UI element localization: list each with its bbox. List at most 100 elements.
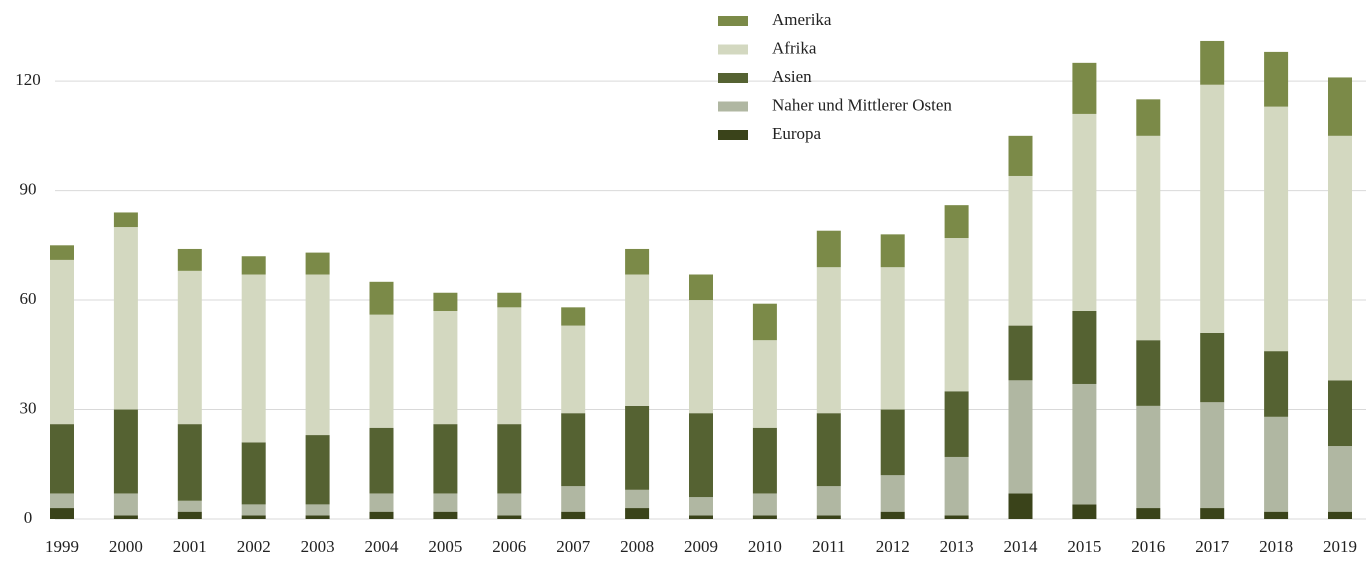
- x-tick-label: 1999: [45, 537, 79, 556]
- bar-segment: [880, 267, 905, 410]
- bar-segment: [625, 508, 650, 519]
- legend-swatch: [718, 130, 748, 140]
- bar-segment: [50, 508, 74, 519]
- bar-segment: [177, 248, 202, 271]
- bar-segment: [1264, 416, 1289, 512]
- bar-segment: [305, 504, 330, 516]
- x-tick-label: 2005: [428, 537, 462, 556]
- bar-segment: [369, 493, 394, 512]
- x-tick-label: 2001: [173, 537, 207, 556]
- x-tick-label: 2016: [1131, 537, 1165, 556]
- x-tick-label: 2014: [1004, 537, 1039, 556]
- bar-segment: [1072, 383, 1097, 505]
- bar-segment: [497, 493, 522, 516]
- x-tick-label: 2012: [876, 537, 910, 556]
- x-tick-label: 2007: [556, 537, 591, 556]
- x-tick-label: 2019: [1323, 537, 1357, 556]
- bar-segment: [752, 340, 777, 428]
- bar-segment: [1136, 135, 1161, 341]
- bar-segment: [1328, 446, 1352, 512]
- bar-segment: [816, 267, 841, 414]
- x-tick-label: 2010: [748, 537, 782, 556]
- bar-segment: [1264, 51, 1289, 107]
- bar-segment: [625, 274, 650, 406]
- bar-segment: [880, 409, 905, 476]
- bar-segment: [816, 486, 841, 516]
- bar-segment: [752, 303, 777, 341]
- bar-segment: [1328, 77, 1352, 136]
- bar-segment: [689, 274, 713, 301]
- bar-segment: [1008, 325, 1033, 381]
- bar-segment: [369, 281, 394, 315]
- bar-segment: [177, 500, 202, 512]
- legend-label: Amerika: [772, 10, 832, 29]
- bar-segment: [305, 252, 330, 275]
- bar-segment: [113, 493, 138, 516]
- bar-segment: [1200, 84, 1225, 333]
- bar-segment: [1328, 135, 1352, 381]
- bar-segment: [816, 230, 841, 268]
- bar-segment: [561, 325, 586, 414]
- bar-segment: [1328, 380, 1352, 447]
- bar-segment: [50, 424, 74, 494]
- bar-segment: [752, 427, 777, 494]
- bar-segment: [241, 504, 266, 516]
- bar-segment: [752, 493, 777, 516]
- bar-segment: [1328, 511, 1352, 519]
- bar-segment: [433, 310, 458, 425]
- bar-segment: [880, 234, 905, 268]
- bar-segment: [1136, 99, 1161, 136]
- x-tick-label: 2018: [1259, 537, 1293, 556]
- bar-segment: [1264, 511, 1289, 519]
- bar-segment: [113, 409, 138, 494]
- x-tick-label: 2011: [812, 537, 845, 556]
- bar-segment: [944, 456, 969, 516]
- x-tick-label: 2008: [620, 537, 654, 556]
- bar-segment: [1200, 332, 1225, 403]
- bar-segment: [433, 292, 458, 311]
- bar-segment: [177, 270, 202, 425]
- bar-segment: [50, 245, 74, 260]
- y-tick-label: 0: [24, 508, 33, 527]
- bar-segment: [625, 248, 650, 275]
- bar-segment: [113, 227, 138, 410]
- bar-segment: [1264, 106, 1289, 352]
- bar-segment: [689, 300, 713, 414]
- bar-segment: [305, 435, 330, 505]
- bar-segment: [689, 413, 713, 498]
- bar-segment: [1264, 351, 1289, 417]
- x-tick-label: 2015: [1067, 537, 1101, 556]
- bar-segment: [1136, 340, 1161, 406]
- y-tick-label: 90: [20, 179, 37, 198]
- legend-label: Afrika: [772, 38, 817, 57]
- legend-label: Naher und Mittlerer Osten: [772, 95, 952, 114]
- bar-segment: [113, 212, 138, 228]
- bar-segment: [50, 493, 74, 509]
- bar-segment: [689, 515, 713, 519]
- x-tick-label: 2000: [109, 537, 143, 556]
- bar-segment: [816, 515, 841, 519]
- bar-segment: [497, 515, 522, 519]
- bar-segment: [625, 489, 650, 509]
- bar-segment: [305, 274, 330, 436]
- bar-segment: [433, 511, 458, 519]
- x-tick-label: 2002: [237, 537, 271, 556]
- x-tick-label: 2004: [365, 537, 400, 556]
- y-tick-label: 60: [20, 289, 37, 308]
- bar-segment: [880, 511, 905, 519]
- bar-segment: [561, 413, 586, 487]
- bar-segment: [944, 238, 969, 392]
- bar-segment: [241, 256, 266, 275]
- x-tick-label: 2017: [1195, 537, 1230, 556]
- y-tick-label: 30: [20, 398, 37, 417]
- bar-segment: [50, 259, 74, 425]
- x-tick-label: 2009: [684, 537, 718, 556]
- bar-segment: [1136, 405, 1161, 509]
- bar-segment: [625, 405, 650, 490]
- bar-segment: [305, 515, 330, 519]
- legend-swatch: [718, 16, 748, 26]
- bar-segment: [497, 307, 522, 425]
- bar-segment: [241, 274, 266, 443]
- bar-segment: [1136, 508, 1161, 519]
- bar-segment: [369, 427, 394, 494]
